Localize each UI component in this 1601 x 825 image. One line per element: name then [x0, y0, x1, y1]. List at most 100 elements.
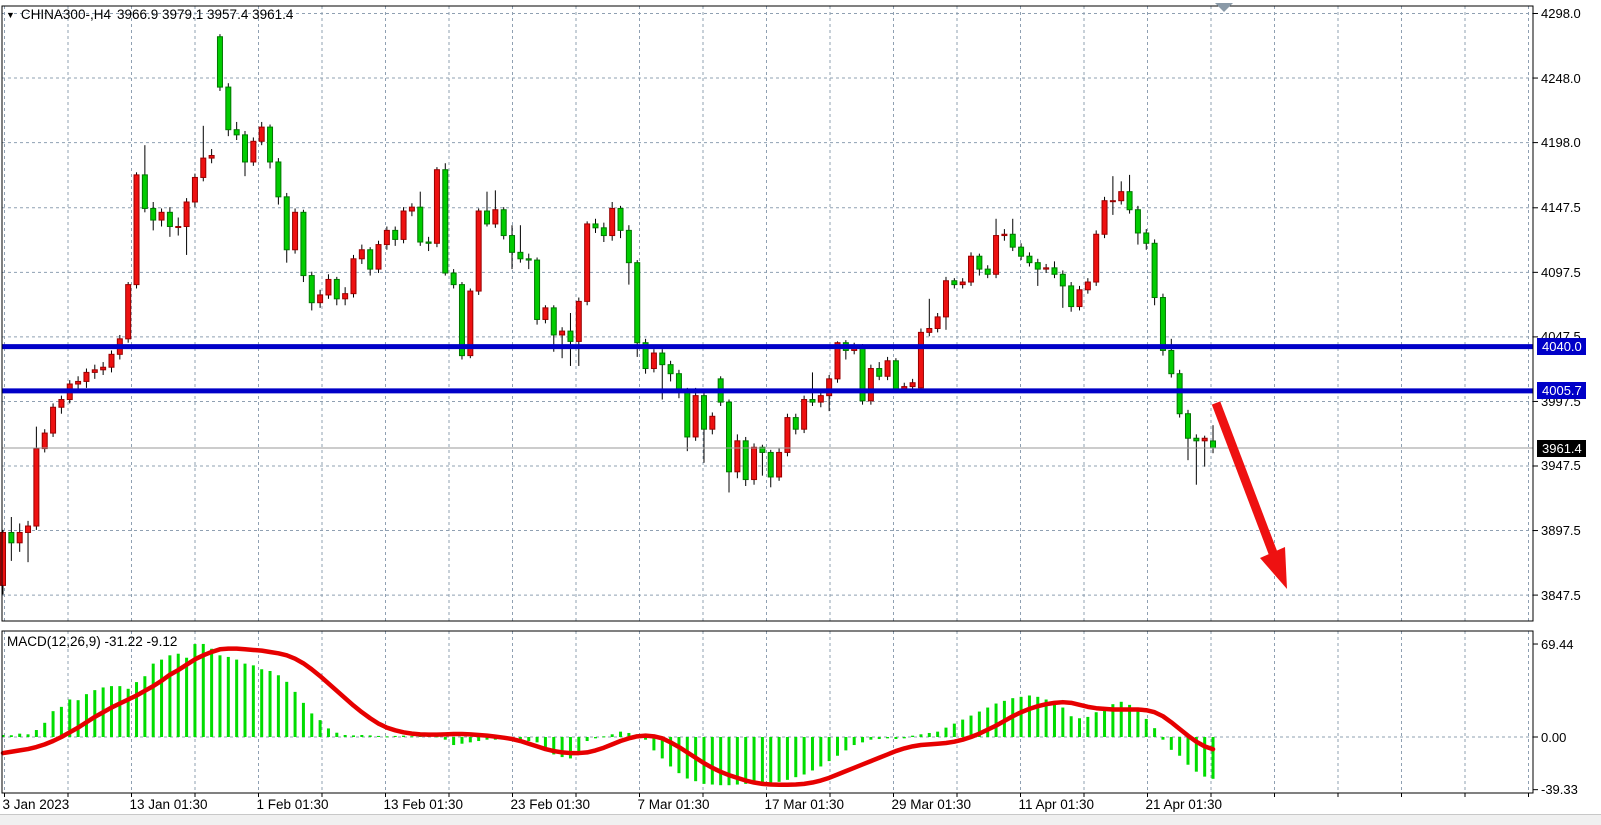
bear-candle-body: [792, 417, 799, 430]
chart-title: ▼ CHINA300-,H4 3966.9 3979.1 3957.4 3961…: [6, 7, 293, 22]
macd-histogram-bar: [126, 688, 130, 737]
bear-candle-body: [642, 342, 649, 370]
macd-histogram-bar: [1069, 716, 1073, 737]
grid-lines: [2, 6, 1533, 793]
macd-histogram-bar: [1061, 707, 1065, 737]
symbol-dropdown-icon[interactable]: ▼: [6, 9, 15, 20]
bull-candle-body: [125, 284, 132, 340]
macd-histogram-bar: [176, 653, 180, 737]
bear-candle-body: [275, 161, 282, 198]
bull-candle-body: [1093, 233, 1100, 283]
time-axis-label: 13 Feb 01:30: [383, 797, 464, 812]
bull-candle-body: [408, 206, 415, 212]
bear-candle-body: [283, 196, 290, 251]
macd-histogram-bar: [377, 735, 381, 737]
bear-candle-body: [700, 395, 707, 430]
macd-histogram-bar: [719, 737, 723, 786]
bear-candle-body: [1168, 349, 1175, 375]
macd-histogram-bar: [1161, 737, 1165, 740]
bull-candle-body: [108, 353, 115, 368]
chart-shift-marker[interactable]: [1215, 3, 1233, 12]
macd-histogram-bar: [1128, 704, 1132, 737]
bear-candle-body: [617, 207, 624, 231]
bear-candle-body: [976, 255, 983, 270]
bull-candle-body: [1101, 200, 1108, 235]
macd-histogram-bar: [527, 737, 531, 742]
arrow-head[interactable]: [1260, 547, 1287, 589]
bear-candle-body: [726, 401, 733, 473]
bear-candle-body: [300, 211, 307, 277]
bear-candle-body: [892, 360, 899, 390]
bull-candle-body: [909, 382, 916, 388]
macd-histogram-bar: [443, 737, 447, 740]
macd-histogram-bar: [602, 736, 606, 738]
macd-histogram-bar: [84, 694, 88, 737]
macd-axis-label: 0.00: [1541, 729, 1567, 745]
bull-candle-body: [734, 440, 741, 473]
macd-histogram-bar: [43, 722, 47, 737]
bull-candle-body: [942, 280, 949, 318]
bear-candle-body: [1159, 297, 1166, 351]
macd-histogram-bar: [485, 737, 489, 740]
macd-histogram: [1, 643, 1215, 786]
bull-candle-body: [968, 255, 975, 283]
bear-candle-body: [1176, 373, 1183, 415]
macd-histogram-bar: [952, 723, 956, 737]
macd-histogram-bar: [226, 656, 230, 737]
bull-candle-body: [191, 176, 198, 203]
bear-candle-body: [1151, 242, 1158, 299]
macd-histogram-bar: [760, 737, 764, 784]
time-axis-label: 29 Mar 01:30: [891, 797, 972, 812]
bull-candle-body: [542, 307, 549, 320]
bear-candle-body: [458, 284, 465, 357]
bull-candle-body: [467, 290, 474, 357]
bear-candle-body: [450, 272, 457, 286]
bear-candle-body: [166, 211, 173, 228]
macd-histogram-bar: [351, 735, 355, 737]
bull-candle-body: [358, 249, 365, 260]
macd-histogram-bar: [1094, 712, 1098, 737]
time-axis-label: 13 Jan 01:30: [129, 797, 208, 812]
macd-histogram-bar: [585, 737, 589, 742]
macd-histogram-bar: [710, 737, 714, 785]
arrow-shaft[interactable]: [1211, 401, 1278, 555]
macd-histogram-bar: [1, 734, 5, 737]
price-axis-label: 4298.0: [1541, 6, 1581, 21]
macd-histogram-bar: [927, 732, 931, 737]
bull-candle-body: [383, 229, 390, 246]
macd-histogram-bar: [627, 732, 631, 737]
bull-candle-body: [1084, 281, 1091, 291]
bear-candle-body: [242, 134, 249, 163]
bull-candle-body: [801, 399, 808, 430]
macd-histogram-bar: [1052, 702, 1056, 737]
macd-histogram-bar: [652, 737, 656, 751]
bear-candle-body: [667, 364, 674, 375]
macd-histogram-bar: [619, 731, 623, 737]
macd-histogram-bar: [218, 655, 222, 737]
bull-candle-body: [575, 300, 582, 342]
bull-candle-body: [692, 395, 699, 438]
bull-candle-body: [926, 328, 933, 333]
bear-candle-body: [233, 129, 240, 136]
support-level-badge: 4005.7: [1537, 382, 1586, 400]
bull-candle-body: [1076, 289, 1083, 308]
macd-histogram-bar: [68, 699, 72, 737]
macd-histogram-bar: [936, 731, 940, 737]
bull-candle-body: [492, 209, 499, 225]
macd-histogram-bar: [109, 686, 113, 737]
down-arrow-annotation[interactable]: [1211, 401, 1287, 589]
bull-candle-body: [917, 331, 924, 389]
price-axis-label: 3847.5: [1541, 587, 1581, 603]
bull-candle-body: [250, 140, 257, 163]
macd-axis-label: 69.44: [1541, 636, 1574, 652]
bull-candle-body: [584, 223, 591, 302]
main-panel-border: [1, 5, 1534, 622]
bear-candle-body: [267, 126, 274, 163]
bear-candle-body: [1193, 437, 1200, 442]
macd-histogram-bar: [852, 737, 856, 746]
bull-candle-body: [400, 210, 407, 240]
bull-candle-body: [183, 201, 190, 228]
bull-candle-body: [834, 342, 841, 380]
macd-histogram-bar: [310, 713, 314, 737]
